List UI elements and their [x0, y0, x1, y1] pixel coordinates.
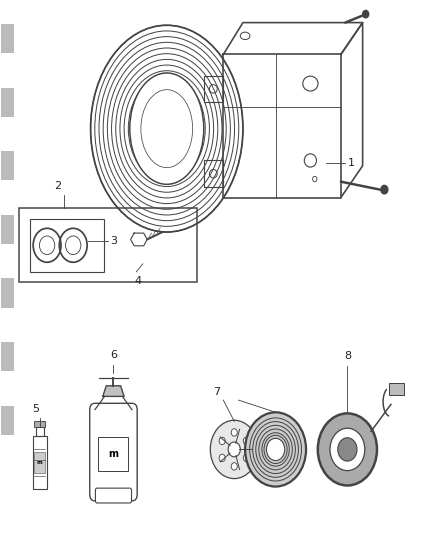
Bar — [35, 421, 45, 426]
Bar — [1, 24, 14, 53]
Circle shape — [243, 454, 249, 462]
Bar — [389, 383, 404, 395]
Ellipse shape — [256, 425, 295, 473]
Ellipse shape — [338, 438, 357, 461]
Bar — [99, 437, 128, 471]
Circle shape — [243, 437, 249, 445]
Bar — [1, 151, 14, 180]
Ellipse shape — [330, 428, 365, 471]
Ellipse shape — [130, 73, 204, 184]
Ellipse shape — [318, 414, 377, 486]
Text: m: m — [109, 449, 118, 459]
Ellipse shape — [245, 413, 306, 487]
Circle shape — [228, 442, 240, 457]
Bar — [30, 219, 104, 272]
Bar — [1, 87, 14, 117]
Bar — [1, 342, 14, 371]
Circle shape — [219, 437, 225, 445]
Bar — [1, 215, 14, 244]
Ellipse shape — [266, 438, 285, 461]
Text: 3: 3 — [110, 236, 117, 246]
Circle shape — [231, 429, 237, 436]
Text: m: m — [37, 460, 42, 465]
Text: 4: 4 — [135, 276, 142, 286]
Ellipse shape — [262, 433, 289, 466]
Text: 1: 1 — [347, 158, 354, 168]
Bar — [1, 406, 14, 435]
Circle shape — [381, 185, 388, 194]
Ellipse shape — [250, 418, 301, 481]
Bar — [1, 278, 14, 308]
Text: 5: 5 — [32, 404, 39, 414]
Circle shape — [219, 454, 225, 462]
Text: 7: 7 — [213, 387, 220, 397]
Polygon shape — [103, 386, 124, 397]
Ellipse shape — [264, 435, 287, 464]
Bar — [33, 436, 47, 489]
FancyBboxPatch shape — [95, 488, 131, 503]
Circle shape — [363, 11, 369, 18]
Text: 6: 6 — [110, 350, 117, 360]
FancyBboxPatch shape — [90, 403, 137, 501]
Text: 2: 2 — [54, 181, 61, 191]
Bar — [34, 452, 46, 473]
Ellipse shape — [210, 420, 258, 479]
Bar — [36, 426, 44, 436]
Ellipse shape — [259, 429, 292, 470]
Text: 8: 8 — [344, 351, 351, 361]
Circle shape — [231, 463, 237, 470]
Ellipse shape — [253, 422, 298, 477]
Bar — [19, 208, 197, 282]
